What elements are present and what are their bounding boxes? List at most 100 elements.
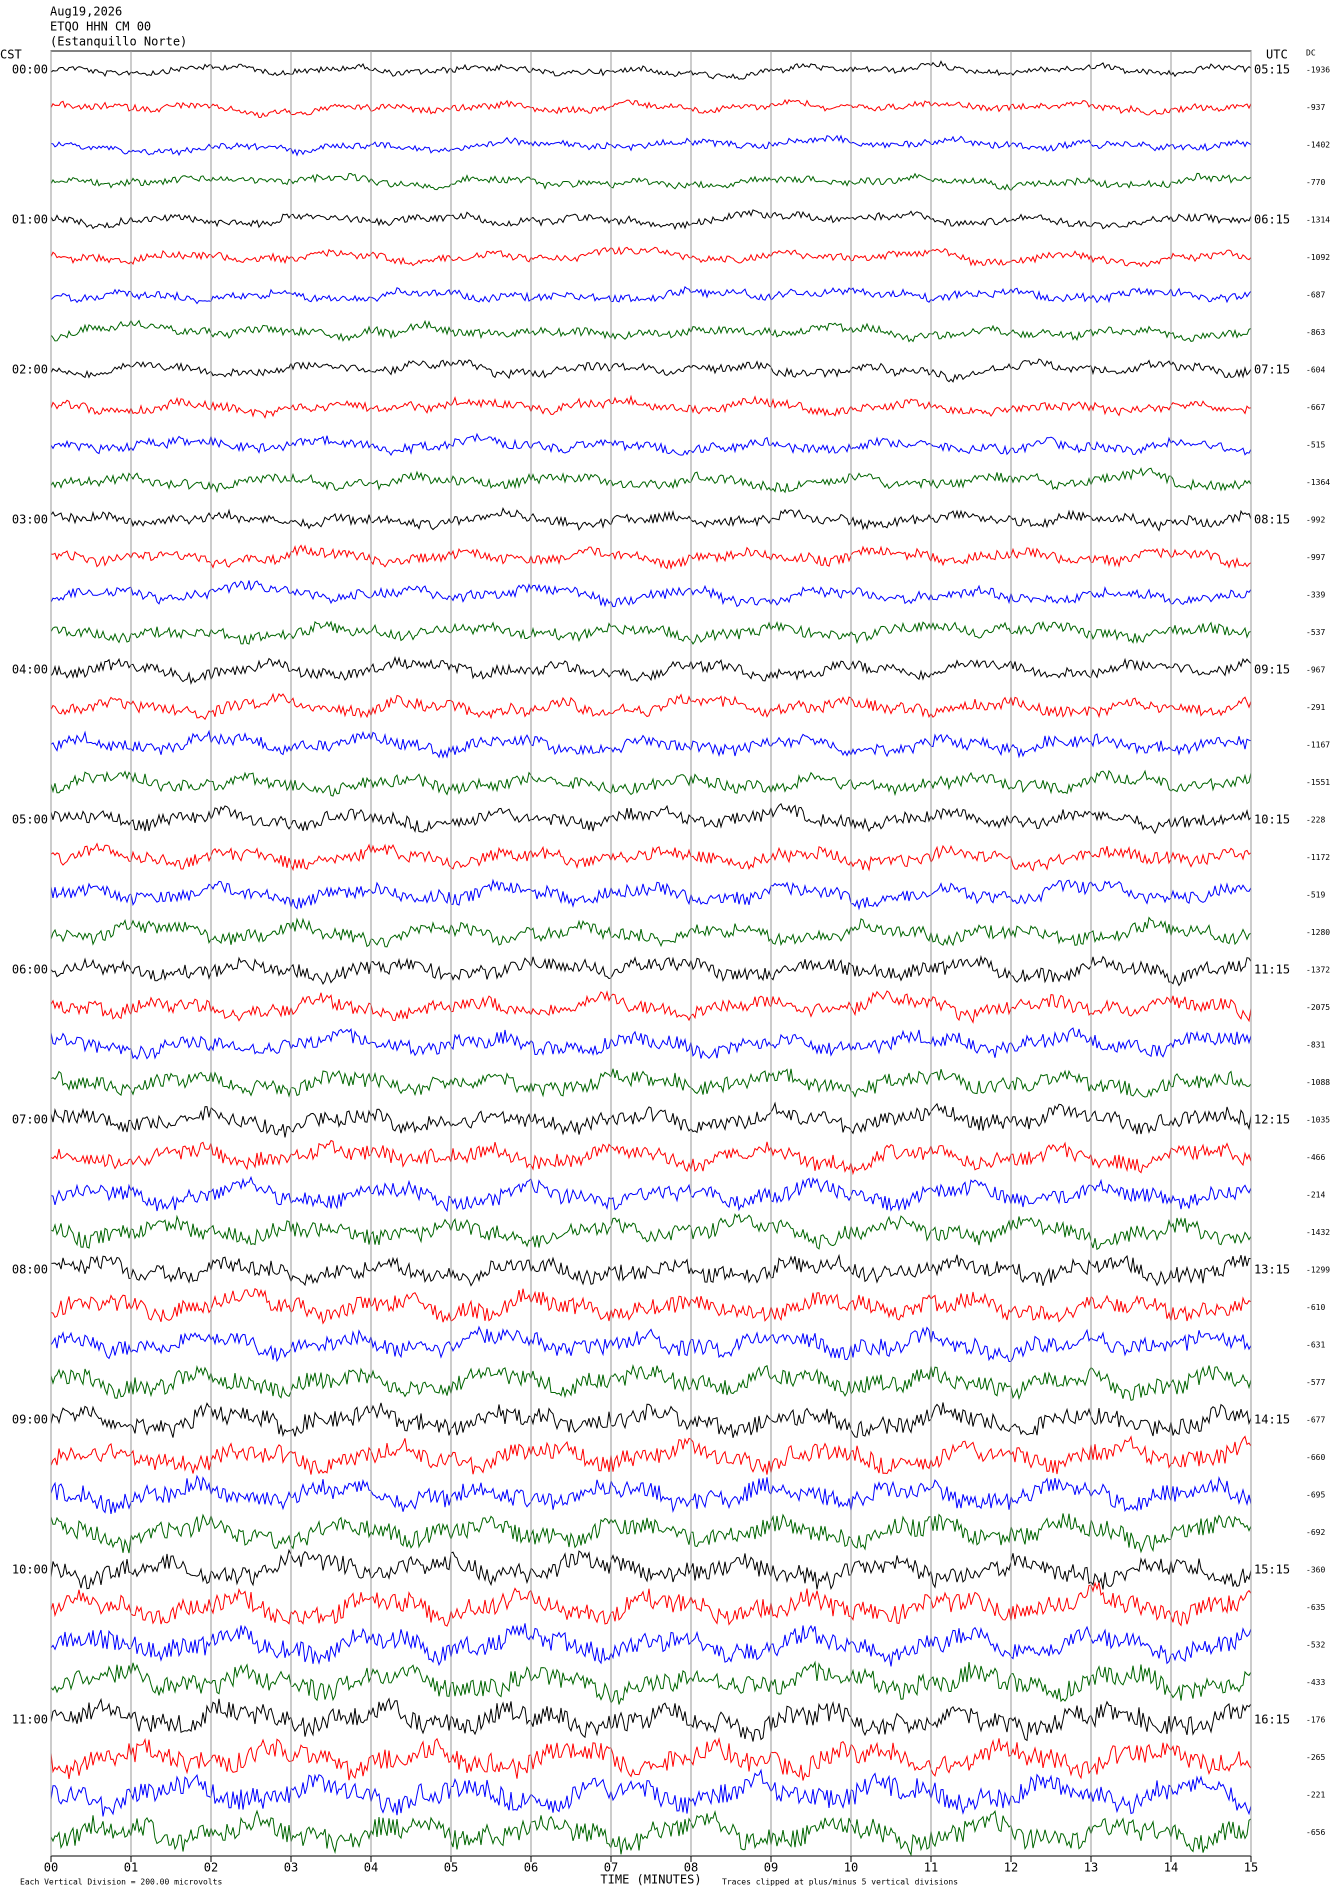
trace <box>51 990 1251 1024</box>
station-name: (Estanquillo Norte) <box>50 35 187 49</box>
trace <box>51 246 1251 268</box>
trace <box>51 1809 1251 1856</box>
x-tick-label: 01 <box>124 1861 138 1875</box>
cst-label: 06:00 <box>12 963 48 977</box>
dc-offset: -221 <box>1306 1791 1325 1800</box>
x-tick-label: 08 <box>684 1861 698 1875</box>
trace <box>51 1325 1251 1363</box>
dc-offset: -360 <box>1306 1566 1325 1575</box>
dc-offset: -1280 <box>1306 928 1330 937</box>
utc-label: 15:15 <box>1254 1563 1290 1577</box>
clip-note: Traces clipped at plus/minus 5 vertical … <box>722 1878 958 1887</box>
trace <box>51 1660 1251 1705</box>
x-tick-label: 10 <box>844 1861 858 1875</box>
dc-offset: -610 <box>1306 1303 1325 1312</box>
dc-offset: -265 <box>1306 1753 1325 1762</box>
dc-offset: -1372 <box>1306 966 1330 975</box>
dc-offset: -677 <box>1306 1416 1325 1425</box>
trace <box>51 878 1251 911</box>
cst-label: 08:00 <box>12 1263 48 1277</box>
dc-offset: -1936 <box>1306 66 1330 75</box>
trace <box>51 1068 1251 1098</box>
trace <box>51 1364 1251 1401</box>
dc-offset: -214 <box>1306 1191 1325 1200</box>
dc-offset: -519 <box>1306 891 1325 900</box>
dc-offset: -291 <box>1306 703 1325 712</box>
utc-label: 09:15 <box>1254 663 1290 677</box>
x-tick-label: 03 <box>284 1861 298 1875</box>
utc-label: 16:15 <box>1254 1713 1290 1727</box>
trace <box>51 580 1251 608</box>
trace <box>51 842 1251 872</box>
dc-offset: -687 <box>1306 291 1325 300</box>
cst-label: 07:00 <box>12 1113 48 1127</box>
trace <box>51 1697 1251 1742</box>
utc-label: 05:15 <box>1254 63 1290 77</box>
trace <box>51 954 1251 987</box>
dc-offset: -863 <box>1306 328 1325 337</box>
dc-offset: -1364 <box>1306 478 1330 487</box>
x-tick-label: 13 <box>1084 1861 1098 1875</box>
trace <box>51 656 1251 685</box>
x-tick-label: 07 <box>604 1861 618 1875</box>
trace <box>51 1288 1251 1325</box>
utc-label: 06:15 <box>1254 213 1290 227</box>
trace <box>51 358 1251 383</box>
dc-offset: -695 <box>1306 1491 1325 1500</box>
dc-offset: -937 <box>1306 103 1325 112</box>
trace <box>51 1213 1251 1251</box>
x-tick-label: 12 <box>1004 1861 1018 1875</box>
x-tick-label: 11 <box>924 1861 938 1875</box>
trace <box>51 620 1251 645</box>
trace <box>51 1101 1251 1138</box>
dc-offset: -667 <box>1306 403 1325 412</box>
dc-offset: -660 <box>1306 1453 1325 1462</box>
dc-offset: -604 <box>1306 366 1325 375</box>
utc-label: 10:15 <box>1254 813 1290 827</box>
dc-offset: -577 <box>1306 1378 1325 1387</box>
x-tick-label: 14 <box>1164 1861 1178 1875</box>
station: ETQO HHN CM 00 <box>50 20 151 34</box>
trace <box>51 769 1251 797</box>
dc-offset: -1088 <box>1306 1078 1330 1087</box>
dc-offset: -1167 <box>1306 741 1330 750</box>
trace <box>51 1737 1251 1781</box>
dc-offset: -176 <box>1306 1716 1325 1725</box>
dc-offset: -656 <box>1306 1828 1325 1837</box>
dc-offset: -433 <box>1306 1678 1325 1687</box>
scale-note: Each Vertical Division = 200.00 microvol… <box>20 1878 222 1887</box>
utc-label: 07:15 <box>1254 363 1290 377</box>
trace <box>51 1474 1251 1514</box>
dc-offset: -532 <box>1306 1641 1325 1650</box>
cst-label: 01:00 <box>12 213 48 227</box>
dc-offset: -1092 <box>1306 253 1330 262</box>
trace <box>51 1548 1251 1591</box>
trace <box>51 134 1251 157</box>
dc-offset: -1172 <box>1306 853 1330 862</box>
trace <box>51 209 1251 231</box>
x-tick-label: 09 <box>764 1861 778 1875</box>
dc-offset: -228 <box>1306 816 1325 825</box>
dc-offset: -997 <box>1306 553 1325 562</box>
utc-label: 11:15 <box>1254 963 1290 977</box>
dc-offset: -2075 <box>1306 1003 1330 1012</box>
cst-label: 04:00 <box>12 663 48 677</box>
trace <box>51 507 1251 532</box>
trace <box>51 172 1251 192</box>
trace <box>51 1435 1251 1475</box>
trace <box>51 1027 1251 1060</box>
trace <box>51 394 1251 419</box>
dc-offset: -1035 <box>1306 1116 1330 1125</box>
dc-offset: -1299 <box>1306 1266 1330 1275</box>
dc-offset: -1432 <box>1306 1228 1330 1237</box>
dc-offset: -967 <box>1306 666 1325 675</box>
dc-offset: -631 <box>1306 1341 1325 1350</box>
trace <box>51 98 1251 119</box>
utc-label: 13:15 <box>1254 1263 1290 1277</box>
trace <box>51 1623 1251 1667</box>
right-axis-title: UTC <box>1266 48 1288 62</box>
utc-label: 14:15 <box>1254 1413 1290 1427</box>
x-tick-label: 00 <box>44 1861 58 1875</box>
trace <box>51 467 1251 494</box>
trace <box>51 60 1251 80</box>
